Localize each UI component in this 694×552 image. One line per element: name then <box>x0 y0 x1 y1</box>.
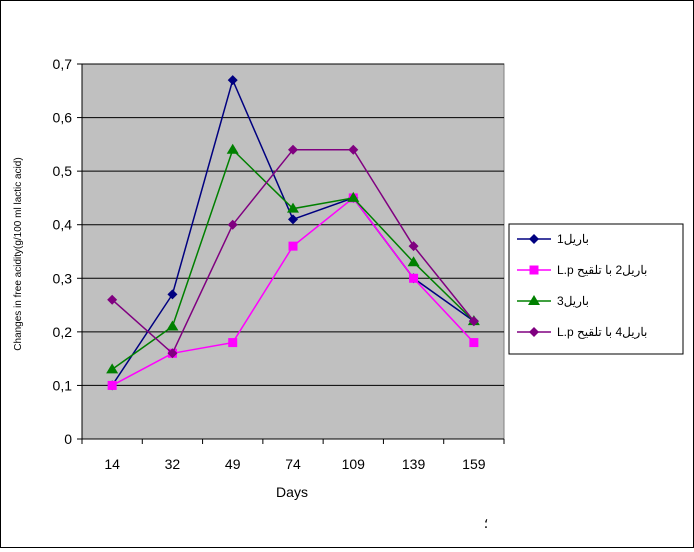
y-tick-label: 0,3 <box>53 270 73 286</box>
data-point <box>288 144 298 155</box>
legend-marker <box>528 295 540 305</box>
data-point <box>228 338 238 348</box>
footnote-mark: ؛ <box>484 515 488 531</box>
data-point <box>409 273 419 283</box>
legend-label: باريل3 <box>557 294 589 308</box>
legend-label: باريل4 با تلقيح L.p <box>557 325 647 339</box>
legend-marker <box>529 265 539 275</box>
data-point <box>469 338 479 348</box>
legend-entry: باريل2 با تلقيح L.p <box>517 263 647 277</box>
x-tick-label: 139 <box>402 456 426 472</box>
legend-entry: باريل4 با تلقيح L.p <box>517 325 647 339</box>
series-4 <box>107 144 479 359</box>
x-tick-label: 14 <box>104 456 120 472</box>
data-point <box>287 202 299 213</box>
y-tick-label: 0,7 <box>53 56 73 72</box>
data-point <box>348 144 359 155</box>
data-point <box>347 191 360 202</box>
data-point <box>227 219 238 230</box>
y-tick-label: 0,2 <box>53 324 73 340</box>
data-point <box>107 380 117 390</box>
data-point <box>107 294 118 305</box>
x-tick-label: 49 <box>225 456 241 472</box>
legend: باريل1 باريل2 با تلقيح L.p باريل3 باريل4 با… <box>508 223 684 355</box>
data-point <box>407 256 420 267</box>
data-point <box>226 143 239 154</box>
data-point <box>166 320 179 331</box>
legend-entry: باريل3 <box>517 294 589 308</box>
data-point <box>167 289 178 300</box>
y-axis-title: Changes in free acidity(g/100 ml lactic … <box>13 157 24 350</box>
legend-entry: باريل1 <box>517 232 589 246</box>
data-point <box>167 348 178 359</box>
data-point <box>468 316 479 327</box>
y-tick-label: 0,1 <box>53 377 73 393</box>
x-tick-label: 159 <box>462 456 486 472</box>
y-tick-label: 0,4 <box>53 217 73 233</box>
legend-marker <box>529 327 539 337</box>
data-point <box>288 241 298 251</box>
legend-marker <box>529 234 539 244</box>
data-point <box>227 75 238 86</box>
plot-area: 0 0,1 0,2 0,3 0,4 0,5 0,6 0,7 14 32 49 74 109 139 159 <box>53 56 505 472</box>
x-tick-label: 109 <box>342 456 366 472</box>
data-point <box>106 363 119 374</box>
x-axis-title: Days <box>276 484 308 500</box>
data-point <box>408 241 419 252</box>
legend-label: باريل1 <box>557 232 589 246</box>
y-tick-label: 0 <box>64 431 72 447</box>
data-point <box>288 214 298 225</box>
plot-background <box>81 63 505 440</box>
y-tick-label: 0,5 <box>53 163 73 179</box>
x-tick-label: 74 <box>285 456 301 472</box>
x-tick-label: 32 <box>165 456 181 472</box>
series-3 <box>106 143 480 374</box>
legend-label: باريل2 با تلقيح L.p <box>557 263 647 277</box>
y-tick-label: 0,6 <box>53 110 73 126</box>
